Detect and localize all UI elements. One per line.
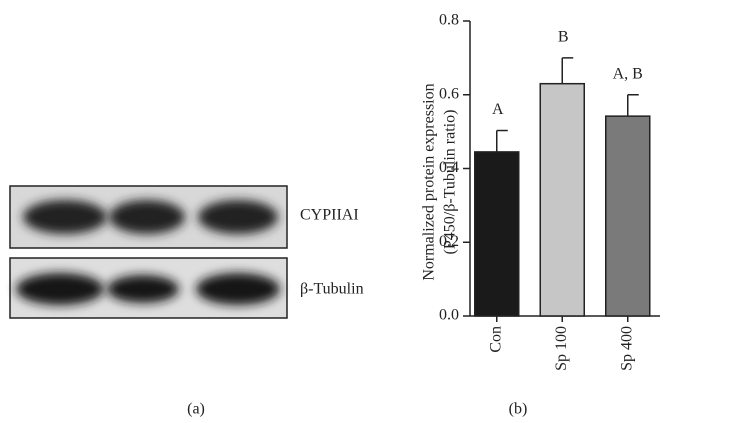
- panel-label: (b): [509, 401, 528, 418]
- y-axis-label: Normalized protein expression: [421, 83, 438, 280]
- blot-band: [23, 200, 107, 234]
- bar: [606, 116, 650, 316]
- x-tick-label: Sp 400: [618, 326, 635, 371]
- western-blot: CYPIIAI β-Tubulin (a): [10, 186, 364, 418]
- figure: CYPIIAI β-Tubulin (a) (b) Normalized pro…: [0, 0, 738, 423]
- x-tick-label: Con: [487, 326, 504, 353]
- annotation: B: [558, 29, 569, 46]
- y-tick-label: 0.0: [439, 307, 459, 324]
- blot-band: [16, 273, 104, 305]
- panel-label: (a): [187, 401, 205, 418]
- y-tick-label: 0.8: [439, 12, 459, 29]
- y-tick-label: 0.2: [439, 233, 459, 250]
- blot-label: β-Tubulin: [300, 281, 364, 298]
- x-tick-label: Sp 100: [553, 326, 570, 371]
- annotation: A, B: [613, 65, 643, 82]
- bar: [475, 152, 519, 316]
- blot-band: [196, 273, 280, 305]
- blot-band: [107, 275, 179, 303]
- blot-band: [109, 200, 185, 234]
- bar: [540, 84, 584, 316]
- blot-label: CYPIIAI: [300, 207, 359, 224]
- y-tick-label: 0.6: [439, 85, 459, 102]
- annotation: A: [492, 101, 504, 118]
- blot-band: [198, 200, 278, 234]
- y-tick-label: 0.4: [439, 159, 459, 176]
